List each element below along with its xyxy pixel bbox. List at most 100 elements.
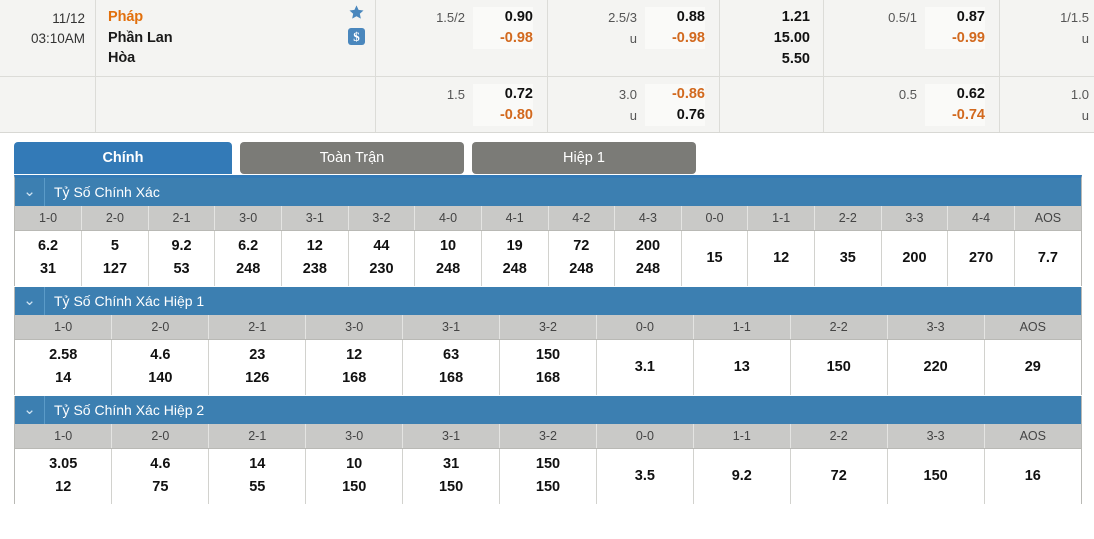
odds-cell-bottom[interactable]: 248 xyxy=(502,261,527,278)
odds-cell[interactable]: 6.2 248 xyxy=(214,230,282,286)
odds-values[interactable]: 0.62 -0.74 xyxy=(925,84,999,126)
odds-value[interactable]: 1.21 xyxy=(781,9,810,25)
odds-cell-top[interactable]: 150 xyxy=(535,456,561,473)
odds-cell[interactable]: 13 xyxy=(693,339,791,395)
odds-cell-bottom[interactable]: 31 xyxy=(39,261,57,278)
odds-value[interactable]: -0.98 xyxy=(645,28,705,49)
odds-values[interactable]: 0.88 -0.98 xyxy=(645,7,719,70)
odds-values[interactable]: 1.21 15.00 5.50 xyxy=(720,7,824,70)
odds-value[interactable]: 15.00 xyxy=(773,30,810,46)
odds-cell-top[interactable]: 3.05 xyxy=(49,456,78,473)
section-header[interactable]: ⌄ Tỷ Số Chính Xác Hiệp 2 xyxy=(15,396,1081,424)
odds-cell[interactable]: 4.6 75 xyxy=(111,448,210,504)
odds-cell-top[interactable]: 4.6 xyxy=(150,456,171,473)
odds-value[interactable]: -0.86 xyxy=(645,84,705,105)
odds-cell-bottom[interactable]: 126 xyxy=(245,370,270,387)
odds-group-overunder-ft-alt[interactable]: 3.0 u -0.86 0.76 xyxy=(548,77,720,132)
outcome-draw[interactable]: Hòa xyxy=(108,50,136,66)
odds-cell[interactable]: 63 168 xyxy=(402,339,501,395)
odds-cell[interactable]: 31 150 xyxy=(402,448,501,504)
odds-cell[interactable]: 2.58 14 xyxy=(15,339,113,395)
odds-cell[interactable]: 3.1 xyxy=(596,339,694,395)
odds-cell-bottom[interactable]: 168 xyxy=(535,370,561,387)
odds-cell[interactable]: 150 xyxy=(790,339,888,395)
odds-cell[interactable]: 72 248 xyxy=(548,230,616,286)
odds-group-handicap-ht[interactable]: 0.5/1 0.87 -0.99 xyxy=(824,0,1000,76)
odds-cell-top[interactable]: 14 xyxy=(249,456,266,473)
odds-cell-value[interactable]: 3.1 xyxy=(634,359,655,376)
odds-cell-value[interactable]: 72 xyxy=(830,468,847,485)
odds-cell-bottom[interactable]: 248 xyxy=(236,261,261,278)
odds-cell[interactable]: 12 238 xyxy=(281,230,349,286)
odds-cell[interactable]: 72 xyxy=(790,448,888,504)
odds-value[interactable]: 0.76 xyxy=(645,105,705,126)
odds-cell[interactable]: 12 xyxy=(747,230,815,286)
odds-cell[interactable]: 200 248 xyxy=(614,230,682,286)
odds-cell-value[interactable]: 150 xyxy=(923,468,948,485)
odds-cell-top[interactable]: 200 xyxy=(635,238,661,255)
odds-cell[interactable]: 35 xyxy=(814,230,882,286)
odds-cell-bottom[interactable]: 150 xyxy=(342,479,367,496)
odds-values[interactable]: -0.86 0.76 xyxy=(645,84,719,126)
odds-cell-bottom[interactable]: 55 xyxy=(249,479,266,496)
odds-cell-value[interactable]: 9.2 xyxy=(731,468,752,485)
odds-value[interactable]: -0.98 xyxy=(473,28,533,49)
odds-group-handicap-ht-alt[interactable]: 0.5 x 0.62 -0.74 xyxy=(824,77,1000,132)
tab-1[interactable]: Toàn Trận xyxy=(240,142,464,174)
odds-cell-bottom[interactable]: 248 xyxy=(635,261,661,278)
match-teams[interactable]: Pháp Phần Lan Hòa $ xyxy=(96,0,376,76)
odds-cell-bottom[interactable]: 127 xyxy=(102,261,128,278)
odds-value[interactable]: 0.87 xyxy=(925,7,985,28)
odds-cell[interactable]: 19 248 xyxy=(481,230,549,286)
odds-values[interactable]: 0.72 -0.80 xyxy=(473,84,547,126)
odds-cell-top[interactable]: 9.2 xyxy=(171,238,192,255)
odds-cell-value[interactable]: 7.7 xyxy=(1037,250,1059,267)
odds-cell[interactable]: 220 xyxy=(887,339,985,395)
odds-cell-value[interactable]: 15 xyxy=(706,250,723,267)
odds-cell-value[interactable]: 12 xyxy=(773,250,790,267)
odds-cell[interactable]: 12 168 xyxy=(305,339,404,395)
odds-cell-top[interactable]: 31 xyxy=(443,456,460,473)
odds-cell-value[interactable]: 200 xyxy=(902,250,927,267)
odds-cell[interactable]: 15 xyxy=(681,230,749,286)
odds-cell[interactable]: 6.2 31 xyxy=(15,230,83,286)
odds-cell-bottom[interactable]: 248 xyxy=(435,261,461,278)
odds-cell[interactable]: 200 xyxy=(881,230,949,286)
odds-cell[interactable]: 9.2 xyxy=(693,448,791,504)
odds-group-handicap-ft[interactable]: 1.5/2 0.90 -0.98 xyxy=(376,0,548,76)
odds-group-overunder-ht-alt[interactable]: 1.0 u 0.66 -0.78 xyxy=(1000,77,1094,132)
chevron-down-icon[interactable]: ⌄ xyxy=(15,396,45,424)
odds-cell-top[interactable]: 4.6 xyxy=(150,347,171,364)
odds-cell-value[interactable]: 13 xyxy=(733,359,750,376)
odds-cell-bottom[interactable]: 230 xyxy=(369,261,394,278)
odds-cell-top[interactable]: 6.2 xyxy=(238,238,259,255)
odds-cell-top[interactable]: 23 xyxy=(249,347,266,364)
odds-value[interactable]: 0.62 xyxy=(925,84,985,105)
star-icon[interactable] xyxy=(348,4,365,25)
odds-cell-bottom[interactable]: 168 xyxy=(342,370,367,387)
odds-cell[interactable]: 44 230 xyxy=(348,230,416,286)
odds-cell-bottom[interactable]: 150 xyxy=(535,479,561,496)
odds-cell-value[interactable]: 16 xyxy=(1024,468,1041,485)
odds-cell[interactable]: 9.2 53 xyxy=(148,230,216,286)
odds-cell-value[interactable]: 3.5 xyxy=(634,468,655,485)
odds-cell[interactable]: 7.7 xyxy=(1014,230,1081,286)
odds-value[interactable]: 0.90 xyxy=(473,7,533,28)
odds-cell[interactable]: 16 xyxy=(984,448,1081,504)
odds-cell-top[interactable]: 10 xyxy=(439,238,457,255)
odds-cell-bottom[interactable]: 75 xyxy=(152,479,169,496)
odds-cell-top[interactable]: 6.2 xyxy=(37,238,59,255)
odds-cell-top[interactable]: 63 xyxy=(443,347,460,364)
odds-cell-bottom[interactable]: 53 xyxy=(173,261,190,278)
odds-cell-value[interactable]: 150 xyxy=(826,359,851,376)
odds-cell[interactable]: 150 150 xyxy=(499,448,597,504)
odds-values[interactable]: 0.90 -0.98 xyxy=(473,7,547,70)
chevron-down-icon[interactable]: ⌄ xyxy=(15,178,45,206)
odds-cell-top[interactable]: 44 xyxy=(373,238,390,255)
odds-cell-bottom[interactable]: 150 xyxy=(438,479,464,496)
chevron-down-icon[interactable]: ⌄ xyxy=(15,287,45,315)
section-header[interactable]: ⌄ Tỷ Số Chính Xác Hiệp 1 xyxy=(15,287,1081,315)
team-home[interactable]: Pháp xyxy=(108,9,144,25)
odds-group-overunder-ht[interactable]: 1/1.5 u -0.87 0.75 xyxy=(1000,0,1094,76)
odds-cell[interactable]: 14 55 xyxy=(208,448,307,504)
